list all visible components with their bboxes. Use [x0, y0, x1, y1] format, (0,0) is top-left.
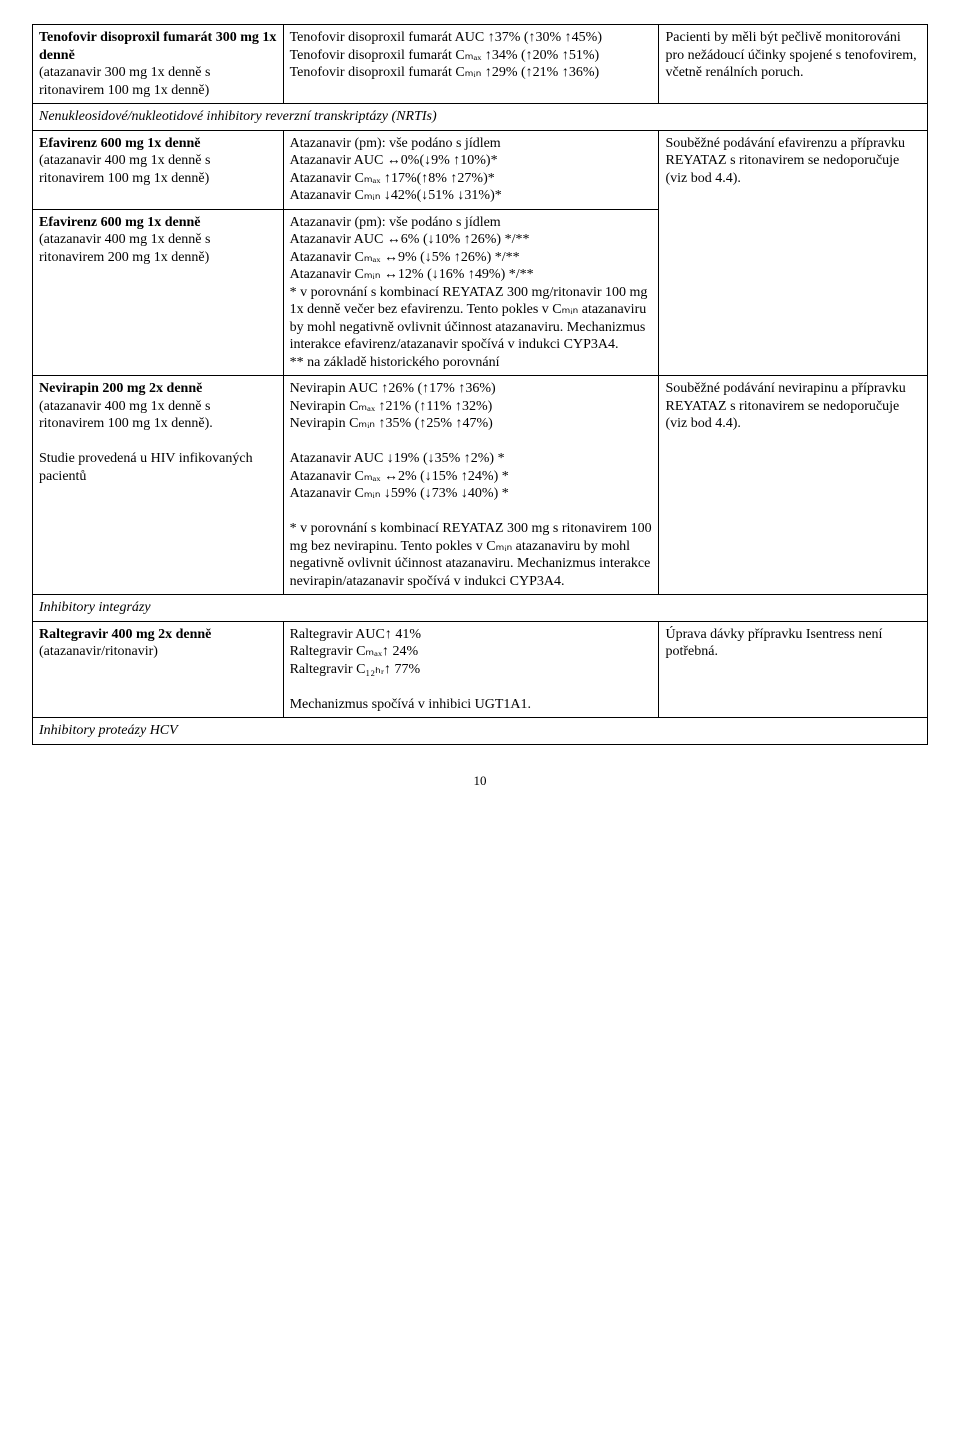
interaction-table: Tenofovir disoproxil fumarát 300 mg 1x d… — [32, 24, 928, 745]
cell-drug: Nevirapin 200 mg 2x denně (atazanavir 40… — [33, 376, 284, 595]
cell-effect: Raltegravir AUC↑ 41% Raltegravir Cₘₐₓ↑ 2… — [283, 621, 659, 718]
section-label: Inhibitory proteázy HCV — [33, 718, 928, 745]
drug-name: Efavirenz 600 mg 1x denně — [39, 215, 201, 230]
cell-effect: Atazanavir (pm): vše podáno s jídlem Ata… — [283, 209, 659, 376]
section-label: Nenukleosidové/nukleotidové inhibitory r… — [33, 104, 928, 131]
page-number: 10 — [32, 773, 928, 789]
drug-regimen: (atazanavir 400 mg 1x denně s ritonavire… — [39, 153, 210, 186]
cell-recommendation: Pacienti by měli být pečlivě monitorován… — [659, 25, 928, 104]
drug-name: Raltegravir 400 mg 2x denně — [39, 627, 211, 642]
cell-recommendation: Úprava dávky přípravku Isentress není po… — [659, 621, 928, 718]
cell-effect: Tenofovir disoproxil fumarát AUC ↑37% (↑… — [283, 25, 659, 104]
drug-regimen: (atazanavir/ritonavir) — [39, 644, 158, 659]
drug-study-note: Studie provedená u HIV infikovaných paci… — [39, 451, 253, 484]
section-header-nrtis: Nenukleosidové/nukleotidové inhibitory r… — [33, 104, 928, 131]
cell-drug: Tenofovir disoproxil fumarát 300 mg 1x d… — [33, 25, 284, 104]
drug-regimen: (atazanavir 300 mg 1x denně s ritonavire… — [39, 65, 210, 98]
section-header-hcv: Inhibitory proteázy HCV — [33, 718, 928, 745]
drug-name: Efavirenz 600 mg 1x denně — [39, 136, 201, 151]
section-header-integrase: Inhibitory integrázy — [33, 595, 928, 622]
cell-drug: Raltegravir 400 mg 2x denně (atazanavir/… — [33, 621, 284, 718]
drug-name: Tenofovir disoproxil fumarát 300 mg 1x d… — [39, 30, 276, 63]
drug-regimen: (atazanavir 400 mg 1x denně s ritonavire… — [39, 232, 210, 265]
cell-recommendation: Souběžné podávání efavirenzu a přípravku… — [659, 130, 928, 376]
drug-name: Nevirapin 200 mg 2x denně — [39, 381, 202, 396]
section-label: Inhibitory integrázy — [33, 595, 928, 622]
cell-drug: Efavirenz 600 mg 1x denně (atazanavir 40… — [33, 130, 284, 209]
cell-effect: Nevirapin AUC ↑26% (↑17% ↑36%) Nevirapin… — [283, 376, 659, 595]
cell-drug: Efavirenz 600 mg 1x denně (atazanavir 40… — [33, 209, 284, 376]
cell-effect: Atazanavir (pm): vše podáno s jídlem Ata… — [283, 130, 659, 209]
table-row: Nevirapin 200 mg 2x denně (atazanavir 40… — [33, 376, 928, 595]
drug-regimen: (atazanavir 400 mg 1x denně s ritonavire… — [39, 399, 213, 432]
table-row: Tenofovir disoproxil fumarát 300 mg 1x d… — [33, 25, 928, 104]
cell-recommendation: Souběžné podávání nevirapinu a přípravku… — [659, 376, 928, 595]
table-row: Raltegravir 400 mg 2x denně (atazanavir/… — [33, 621, 928, 718]
table-row: Efavirenz 600 mg 1x denně (atazanavir 40… — [33, 130, 928, 209]
